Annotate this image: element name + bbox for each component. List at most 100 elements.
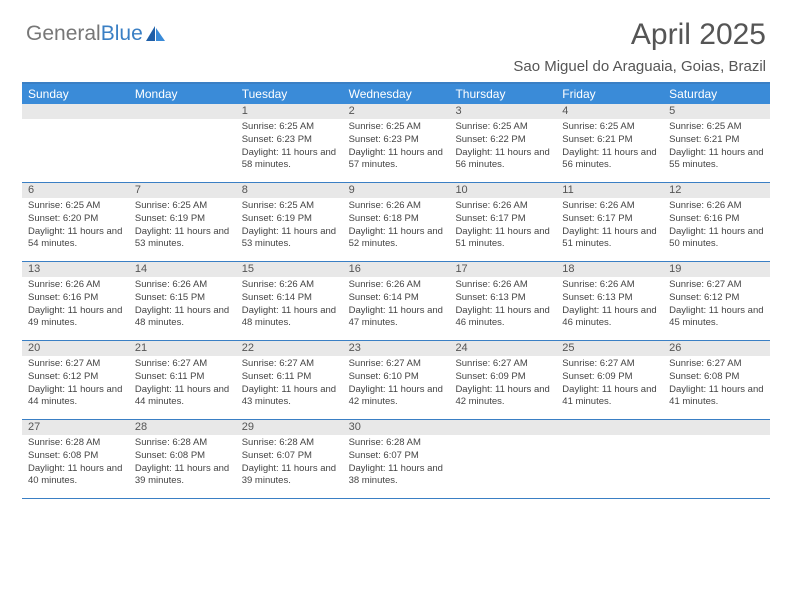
sunrise-text: Sunrise: 6:28 AM bbox=[135, 437, 230, 450]
day-number bbox=[556, 420, 663, 435]
daylight-text: Daylight: 11 hours and 47 minutes. bbox=[349, 305, 444, 331]
day-number: 7 bbox=[129, 183, 236, 198]
day-body: Sunrise: 6:25 AMSunset: 6:19 PMDaylight:… bbox=[236, 198, 343, 255]
day-cell bbox=[556, 420, 663, 498]
day-number: 2 bbox=[343, 104, 450, 119]
day-cell: 7Sunrise: 6:25 AMSunset: 6:19 PMDaylight… bbox=[129, 183, 236, 261]
sunrise-text: Sunrise: 6:26 AM bbox=[455, 279, 550, 292]
week-row: 6Sunrise: 6:25 AMSunset: 6:20 PMDaylight… bbox=[22, 183, 770, 262]
day-number: 26 bbox=[663, 341, 770, 356]
daylight-text: Daylight: 11 hours and 43 minutes. bbox=[242, 384, 337, 410]
sunrise-text: Sunrise: 6:25 AM bbox=[242, 200, 337, 213]
day-number: 16 bbox=[343, 262, 450, 277]
day-body: Sunrise: 6:25 AMSunset: 6:23 PMDaylight:… bbox=[343, 119, 450, 176]
sunset-text: Sunset: 6:12 PM bbox=[28, 371, 123, 384]
day-body: Sunrise: 6:26 AMSunset: 6:13 PMDaylight:… bbox=[449, 277, 556, 334]
daylight-text: Daylight: 11 hours and 39 minutes. bbox=[242, 463, 337, 489]
week-row: 27Sunrise: 6:28 AMSunset: 6:08 PMDayligh… bbox=[22, 420, 770, 499]
day-number: 12 bbox=[663, 183, 770, 198]
sunrise-text: Sunrise: 6:25 AM bbox=[242, 121, 337, 134]
day-body: Sunrise: 6:26 AMSunset: 6:17 PMDaylight:… bbox=[556, 198, 663, 255]
weekday-header-row: SundayMondayTuesdayWednesdayThursdayFrid… bbox=[22, 84, 770, 104]
day-number: 3 bbox=[449, 104, 556, 119]
day-body: Sunrise: 6:28 AMSunset: 6:08 PMDaylight:… bbox=[129, 435, 236, 492]
day-cell: 21Sunrise: 6:27 AMSunset: 6:11 PMDayligh… bbox=[129, 341, 236, 419]
sunset-text: Sunset: 6:20 PM bbox=[28, 213, 123, 226]
day-body: Sunrise: 6:26 AMSunset: 6:16 PMDaylight:… bbox=[663, 198, 770, 255]
sunset-text: Sunset: 6:13 PM bbox=[562, 292, 657, 305]
sunrise-text: Sunrise: 6:25 AM bbox=[455, 121, 550, 134]
day-number: 8 bbox=[236, 183, 343, 198]
weekday-header: Thursday bbox=[449, 84, 556, 104]
day-number: 15 bbox=[236, 262, 343, 277]
day-body bbox=[129, 119, 236, 125]
day-body bbox=[449, 435, 556, 441]
day-cell: 24Sunrise: 6:27 AMSunset: 6:09 PMDayligh… bbox=[449, 341, 556, 419]
sunset-text: Sunset: 6:13 PM bbox=[455, 292, 550, 305]
day-number: 27 bbox=[22, 420, 129, 435]
brand-sail-icon bbox=[145, 25, 167, 43]
day-body: Sunrise: 6:27 AMSunset: 6:12 PMDaylight:… bbox=[22, 356, 129, 413]
day-number: 25 bbox=[556, 341, 663, 356]
sunset-text: Sunset: 6:08 PM bbox=[135, 450, 230, 463]
daylight-text: Daylight: 11 hours and 53 minutes. bbox=[242, 226, 337, 252]
sunrise-text: Sunrise: 6:26 AM bbox=[28, 279, 123, 292]
day-cell: 10Sunrise: 6:26 AMSunset: 6:17 PMDayligh… bbox=[449, 183, 556, 261]
sunset-text: Sunset: 6:21 PM bbox=[562, 134, 657, 147]
day-number: 1 bbox=[236, 104, 343, 119]
weekday-header: Wednesday bbox=[343, 84, 450, 104]
weekday-header: Tuesday bbox=[236, 84, 343, 104]
daylight-text: Daylight: 11 hours and 44 minutes. bbox=[135, 384, 230, 410]
daylight-text: Daylight: 11 hours and 48 minutes. bbox=[242, 305, 337, 331]
sunset-text: Sunset: 6:08 PM bbox=[28, 450, 123, 463]
daylight-text: Daylight: 11 hours and 54 minutes. bbox=[28, 226, 123, 252]
daylight-text: Daylight: 11 hours and 51 minutes. bbox=[455, 226, 550, 252]
day-number: 24 bbox=[449, 341, 556, 356]
day-number: 28 bbox=[129, 420, 236, 435]
day-cell: 26Sunrise: 6:27 AMSunset: 6:08 PMDayligh… bbox=[663, 341, 770, 419]
day-cell: 18Sunrise: 6:26 AMSunset: 6:13 PMDayligh… bbox=[556, 262, 663, 340]
day-cell: 19Sunrise: 6:27 AMSunset: 6:12 PMDayligh… bbox=[663, 262, 770, 340]
daylight-text: Daylight: 11 hours and 44 minutes. bbox=[28, 384, 123, 410]
sunset-text: Sunset: 6:15 PM bbox=[135, 292, 230, 305]
day-cell: 8Sunrise: 6:25 AMSunset: 6:19 PMDaylight… bbox=[236, 183, 343, 261]
sunrise-text: Sunrise: 6:25 AM bbox=[28, 200, 123, 213]
day-body bbox=[663, 435, 770, 441]
sunrise-text: Sunrise: 6:25 AM bbox=[349, 121, 444, 134]
day-number bbox=[449, 420, 556, 435]
sunrise-text: Sunrise: 6:26 AM bbox=[669, 200, 764, 213]
day-number bbox=[663, 420, 770, 435]
day-body: Sunrise: 6:25 AMSunset: 6:21 PMDaylight:… bbox=[556, 119, 663, 176]
daylight-text: Daylight: 11 hours and 50 minutes. bbox=[669, 226, 764, 252]
sunset-text: Sunset: 6:17 PM bbox=[562, 213, 657, 226]
day-number: 22 bbox=[236, 341, 343, 356]
weekday-header: Friday bbox=[556, 84, 663, 104]
day-cell: 6Sunrise: 6:25 AMSunset: 6:20 PMDaylight… bbox=[22, 183, 129, 261]
day-cell: 30Sunrise: 6:28 AMSunset: 6:07 PMDayligh… bbox=[343, 420, 450, 498]
daylight-text: Daylight: 11 hours and 39 minutes. bbox=[135, 463, 230, 489]
daylight-text: Daylight: 11 hours and 38 minutes. bbox=[349, 463, 444, 489]
sunset-text: Sunset: 6:14 PM bbox=[349, 292, 444, 305]
day-body bbox=[22, 119, 129, 125]
sunset-text: Sunset: 6:16 PM bbox=[28, 292, 123, 305]
sunset-text: Sunset: 6:08 PM bbox=[669, 371, 764, 384]
sunrise-text: Sunrise: 6:27 AM bbox=[242, 358, 337, 371]
daylight-text: Daylight: 11 hours and 41 minutes. bbox=[562, 384, 657, 410]
day-body: Sunrise: 6:27 AMSunset: 6:11 PMDaylight:… bbox=[236, 356, 343, 413]
day-number: 20 bbox=[22, 341, 129, 356]
day-cell: 25Sunrise: 6:27 AMSunset: 6:09 PMDayligh… bbox=[556, 341, 663, 419]
day-cell: 16Sunrise: 6:26 AMSunset: 6:14 PMDayligh… bbox=[343, 262, 450, 340]
daylight-text: Daylight: 11 hours and 48 minutes. bbox=[135, 305, 230, 331]
day-number: 19 bbox=[663, 262, 770, 277]
day-body: Sunrise: 6:25 AMSunset: 6:23 PMDaylight:… bbox=[236, 119, 343, 176]
day-number: 10 bbox=[449, 183, 556, 198]
day-number: 29 bbox=[236, 420, 343, 435]
daylight-text: Daylight: 11 hours and 42 minutes. bbox=[455, 384, 550, 410]
page-title: April 2025 bbox=[631, 18, 766, 52]
daylight-text: Daylight: 11 hours and 55 minutes. bbox=[669, 147, 764, 173]
day-cell: 20Sunrise: 6:27 AMSunset: 6:12 PMDayligh… bbox=[22, 341, 129, 419]
sunrise-text: Sunrise: 6:26 AM bbox=[562, 200, 657, 213]
day-cell: 1Sunrise: 6:25 AMSunset: 6:23 PMDaylight… bbox=[236, 104, 343, 182]
day-cell: 2Sunrise: 6:25 AMSunset: 6:23 PMDaylight… bbox=[343, 104, 450, 182]
day-body: Sunrise: 6:27 AMSunset: 6:11 PMDaylight:… bbox=[129, 356, 236, 413]
